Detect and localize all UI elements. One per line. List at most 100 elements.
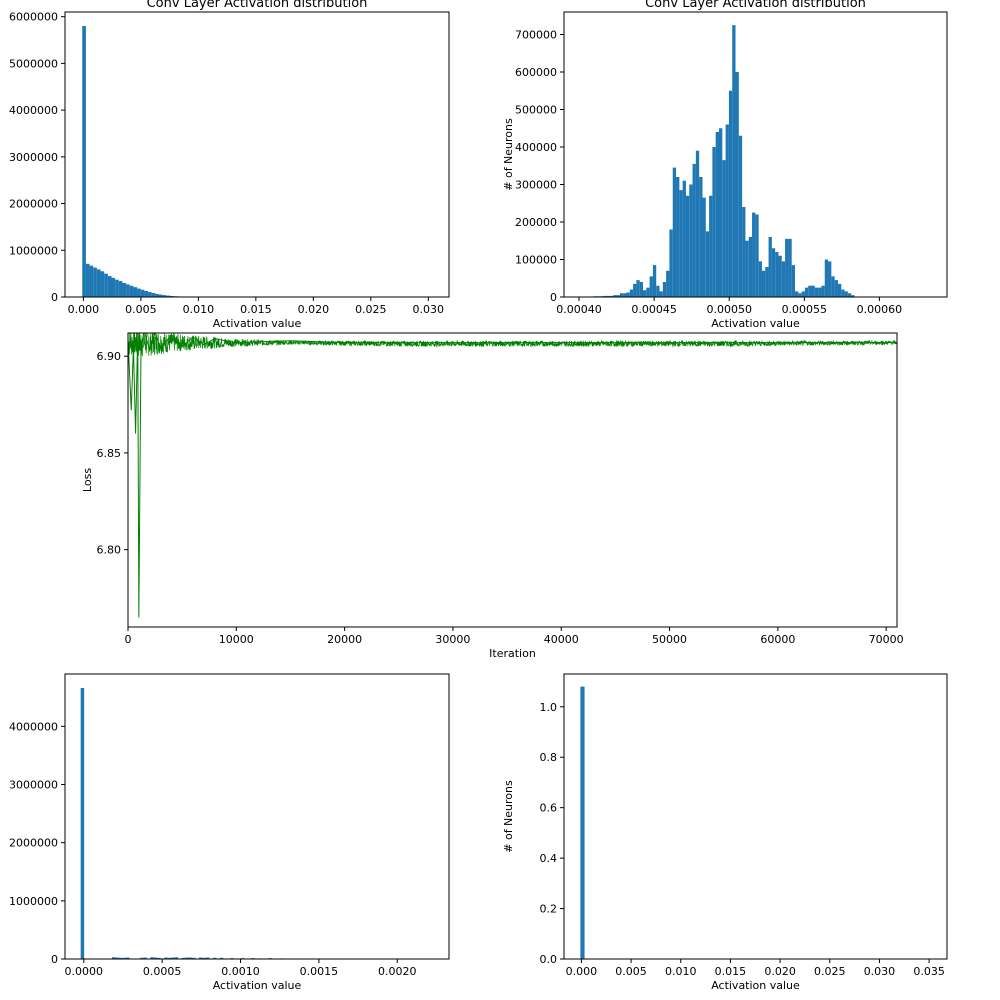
plot-marks [580, 686, 585, 959]
y-tick-label: 6.90 [97, 350, 122, 363]
x-tick-label: 0.015 [240, 303, 272, 316]
chart-title: Conv Layer Activation distribution [645, 0, 866, 11]
x-tick-label: 70000 [869, 633, 904, 646]
histogram-bar [738, 135, 743, 297]
histogram-bar [768, 237, 772, 297]
y-tick-label: 200000 [515, 216, 557, 229]
y-tick-label: 6000000 [9, 11, 58, 24]
x-tick-label: 0 [125, 633, 132, 646]
histogram-bar [150, 957, 154, 959]
histogram-bar [804, 287, 809, 297]
histogram-bar [188, 957, 193, 959]
y-tick-label: 600000 [515, 66, 557, 79]
histogram-bar [115, 279, 119, 297]
histogram-bar [676, 177, 680, 297]
histogram-bar [129, 285, 134, 297]
histogram-bar [580, 686, 585, 959]
histogram-bar [659, 291, 663, 297]
histogram-bar [140, 289, 145, 297]
histogram-bar [666, 270, 670, 297]
x-axis-label: Activation value [213, 317, 302, 330]
histogram-bar [202, 957, 206, 959]
y-tick-label: 1000000 [9, 244, 58, 257]
y-tick-label: 6.80 [97, 544, 122, 557]
histogram-bar [847, 293, 852, 297]
histogram-bar [682, 180, 686, 297]
histogram-bar [639, 282, 643, 297]
histogram-bar [198, 957, 203, 959]
histogram-bar [219, 957, 224, 959]
y-tick-label: 0.0 [540, 953, 558, 966]
y-tick-label: 0.6 [540, 802, 558, 815]
histogram-bar [669, 229, 673, 297]
histogram-bar [96, 269, 101, 297]
x-tick-label: 50000 [652, 633, 687, 646]
histogram-bar [633, 283, 637, 297]
activation-histogram-bottom-right: 0.000 0.005 0.010 0.015 0.020 0.025 0.030 0.035… [502, 673, 948, 992]
x-tick-label: 0.005 [615, 965, 647, 978]
histogram-bar [702, 197, 706, 297]
histogram-bar [692, 163, 696, 297]
axes-frame [64, 11, 450, 298]
histogram-bar [752, 212, 756, 297]
histogram-bar [765, 267, 769, 297]
histogram-bar [831, 276, 835, 297]
x-tick-label: 0.025 [355, 303, 387, 316]
histogram-bar [761, 270, 766, 297]
histogram-bar [745, 240, 749, 297]
histogram-bar [164, 957, 168, 959]
x-tick-label: 0.00040 [556, 303, 602, 316]
x-tick-label: 30000 [435, 633, 470, 646]
histogram-bar [126, 284, 130, 297]
y-tick-label: 3000000 [9, 151, 58, 164]
histogram-bar [778, 255, 782, 297]
loss-line [128, 333, 897, 618]
histogram-bar [818, 287, 822, 297]
y-tick-label: 4000000 [9, 720, 58, 733]
x-tick-label: 0.000 [68, 303, 100, 316]
histogram-bar [771, 248, 776, 297]
x-tick-label: 10000 [219, 633, 254, 646]
y-tick-label: 300000 [515, 179, 557, 192]
y-tick-label: 0.8 [540, 751, 558, 764]
histogram-bar [722, 160, 726, 297]
histogram-bar [649, 276, 653, 297]
y-tick-label: 4000000 [9, 104, 58, 117]
y-tick-label: 3000000 [9, 779, 58, 792]
histogram-bar [153, 957, 158, 959]
histogram-bar [811, 285, 815, 297]
histogram-bar [125, 957, 130, 959]
y-tick-label: 0 [550, 291, 557, 304]
histogram-bar [834, 280, 838, 297]
histogram-bar [137, 288, 141, 297]
y-axis-label: # of Neurons [502, 780, 515, 853]
x-tick-label: 0.020 [298, 303, 330, 316]
histogram-bar [157, 957, 161, 959]
axes-frame [64, 673, 450, 960]
x-tick-label: 0.025 [814, 965, 846, 978]
histogram-bar [85, 263, 90, 297]
histogram-bar [785, 238, 789, 297]
histogram-bar [619, 293, 624, 297]
x-tick-label: 0.005 [125, 303, 157, 316]
x-tick-label: 0.010 [665, 965, 697, 978]
histogram-bar [169, 295, 174, 297]
histogram-bar [781, 261, 786, 297]
x-tick-label: 0.00055 [782, 303, 828, 316]
histogram-bar [171, 957, 175, 959]
y-axis-label: # of Neurons [502, 118, 515, 191]
histogram-bar [111, 277, 116, 297]
x-tick-label: 0.0010 [221, 965, 260, 978]
x-tick-label: 0.0015 [300, 965, 339, 978]
histogram-bar [662, 282, 667, 297]
histogram-bar [616, 295, 620, 297]
histogram-bar [603, 295, 607, 297]
histogram-bar [748, 237, 753, 297]
histogram-bar [699, 177, 703, 297]
x-tick-label: 0.0005 [143, 965, 182, 978]
histogram-bar [166, 295, 170, 297]
x-axis-label: Activation value [213, 979, 302, 992]
y-tick-label: 0.4 [540, 852, 558, 865]
y-tick-label: 400000 [515, 141, 557, 154]
histogram-bar [689, 184, 693, 297]
